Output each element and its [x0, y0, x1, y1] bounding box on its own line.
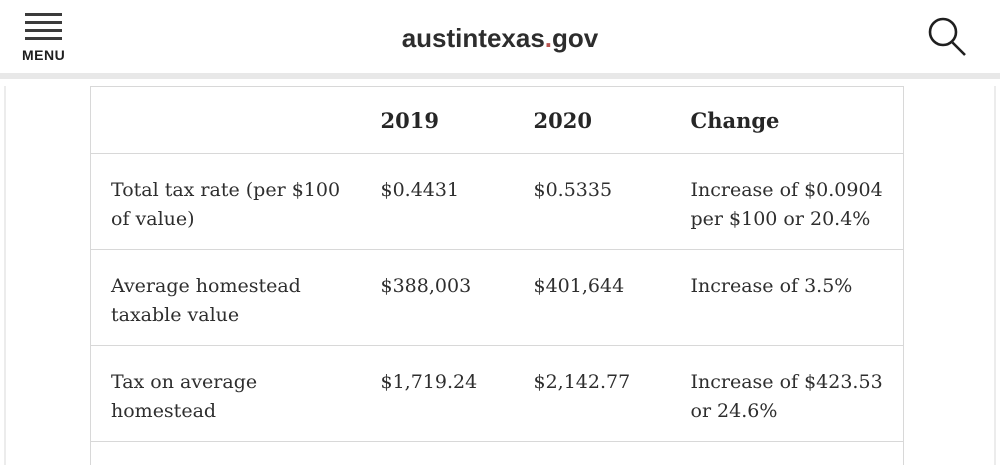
search-button[interactable]	[924, 12, 972, 62]
value-2020: $0.5335	[513, 153, 671, 250]
page-content: 2019 2020 Change Total tax rate (per $10…	[0, 86, 1000, 465]
tax-comparison-table: 2019 2020 Change Total tax rate (per $10…	[90, 86, 904, 465]
column-header-2020: 2020	[513, 86, 671, 154]
content-right-edge	[994, 86, 996, 465]
site-title-main: austintexas	[401, 23, 545, 53]
value-2020: $401,644	[513, 249, 671, 346]
row-label: Tax on average homestead	[90, 345, 361, 442]
column-header-blank	[90, 86, 361, 154]
value-change: Increase of $0.0904 per $100 or 20.4%	[670, 153, 904, 250]
value-2019: $0.4431	[360, 153, 514, 250]
table-row-partial	[91, 442, 904, 465]
table-row: Tax on average homestead $1,719.24 $2,14…	[90, 345, 904, 442]
site-title-suffix: gov	[552, 23, 599, 53]
row-label: Total tax rate (per $100 of value)	[90, 153, 361, 250]
value-2020: $2,142.77	[513, 345, 671, 442]
menu-label: MENU	[22, 47, 66, 63]
menu-button[interactable]: MENU	[22, 13, 65, 63]
search-icon	[928, 17, 966, 56]
column-header-change: Change	[670, 86, 904, 154]
table-row: Total tax rate (per $100 of value) $0.44…	[90, 153, 904, 250]
site-title-link[interactable]: austintexas.gov	[0, 23, 1000, 54]
table-header-row: 2019 2020 Change	[90, 86, 904, 154]
value-2019: $388,003	[360, 249, 514, 346]
table-row: Average homestead taxable value $388,003…	[90, 249, 904, 346]
row-label: Average homestead taxable value	[90, 249, 361, 346]
hamburger-icon	[25, 13, 63, 40]
value-2019: $1,719.24	[360, 345, 514, 442]
value-change: Increase of $423.53 or 24.6%	[670, 345, 904, 442]
site-header: MENU austintexas.gov	[0, 0, 1000, 79]
column-header-2019: 2019	[360, 86, 514, 154]
value-change: Increase of 3.5%	[670, 249, 904, 346]
site-title-dot: .	[544, 23, 553, 53]
content-left-edge	[4, 86, 6, 465]
